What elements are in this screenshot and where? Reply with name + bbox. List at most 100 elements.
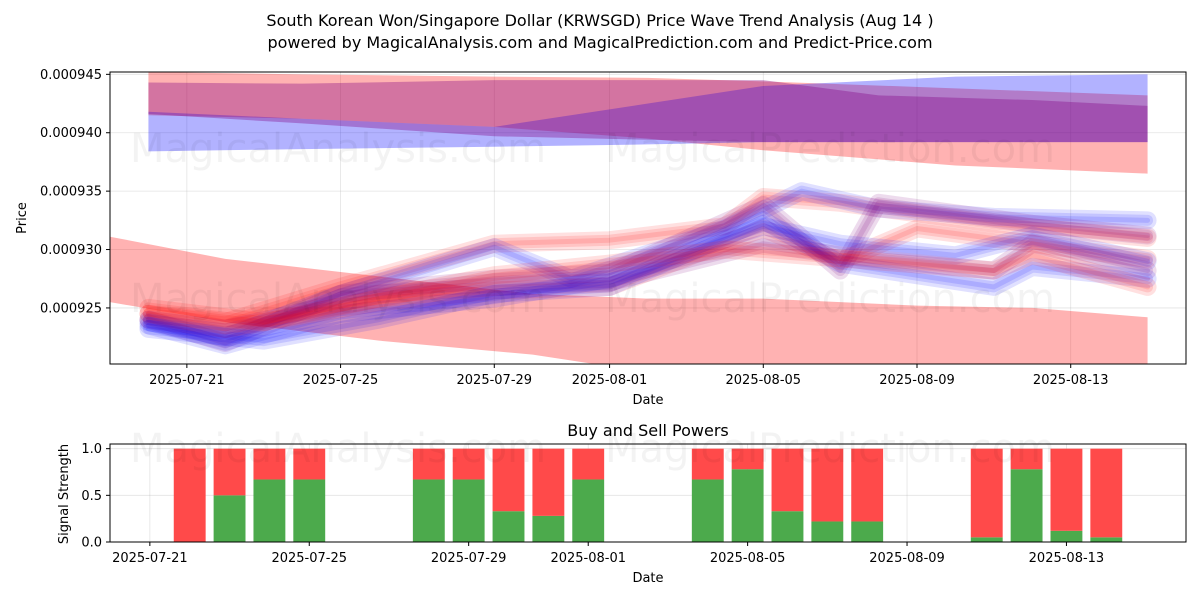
buy-sell-chart-panel: Buy and Sell Powers MagicalAnalysis.com … [57,421,1187,586]
buy-sell-y-tick-label: 0.5 [81,489,102,504]
buy-sell-watermark-right: MagicalPrediction.com [605,426,1055,472]
sell-bar [970,448,1003,538]
buy-sell-y-axis: 0.0 0.5 1.0 [81,442,110,551]
price-wave-line-6-layer-0 [139,211,1157,350]
buy-sell-x-tick-label: 2025-08-01 [550,551,626,566]
price-wave-line-4-layer-0 [139,217,1157,355]
price-wave-line-6-layer-2 [145,217,1151,344]
buy-bar [293,479,326,542]
figure-title: South Korean Won/Singapore Dollar (KRWSG… [266,11,933,30]
sell-bar [1010,448,1043,470]
price-y-axis-label: Price [15,202,30,234]
price-wave-line-3-layer-0 [139,219,1157,338]
price-y-tick-label: 0.000945 [40,68,102,83]
price-wave-line-4-layer-1 [142,220,1154,351]
price-wave-line-5-layer-1 [142,238,1154,335]
buy-bar [771,511,804,542]
buy-bar [1050,530,1083,542]
price-trend-bands [110,72,1148,364]
sell-bar [691,448,724,480]
price-wave-line-3-layer-2 [145,226,1151,332]
buy-sell-y-tick-label: 1.0 [81,442,102,457]
buy-sell-plot-background [110,444,1186,542]
sell-bar [731,448,764,470]
price-wave-line-2-layer-0 [139,193,1157,352]
buy-sell-x-tick-label: 2025-08-09 [869,551,945,566]
price-wave-line-1-layer-2 [145,188,1151,340]
buy-bar [1090,537,1123,542]
price-x-tick-label: 2025-07-29 [457,373,533,388]
buy-bar [492,511,525,542]
price-wave-line-7-layer-2 [145,247,1151,325]
buy-bar [253,479,286,542]
price-gridlines [110,72,1186,364]
buy-sell-x-tick-label: 2025-08-05 [710,551,786,566]
buy-sell-x-tick-label: 2025-07-21 [112,551,188,566]
price-wave-line-0-layer-1 [142,191,1154,328]
price-watermark-left-2: MagicalAnalysis.com [130,276,546,322]
price-y-tick-label: 0.000940 [40,126,102,141]
price-wave-lines [139,182,1157,355]
buy-sell-x-axis: 2025-07-21 2025-07-25 2025-07-29 2025-08-01… [112,542,1104,566]
buy-sell-watermark-left: MagicalAnalysis.com [130,426,546,472]
price-wave-line-0-layer-0 [139,187,1157,331]
sell-bar [1050,448,1083,531]
price-y-tick-label: 0.000930 [40,243,102,258]
sell-bar [851,448,884,522]
sell-bar [771,448,804,512]
price-wave-line-5-layer-2 [145,241,1151,332]
price-band-1 [148,74,1148,152]
buy-bar [731,469,764,542]
sell-bar [213,448,246,496]
buy-bar [532,515,565,542]
buy-bar [452,479,485,542]
price-x-axis: 2025-07-21 2025-07-25 2025-07-29 2025-08-01… [149,364,1108,388]
price-wave-line-6-layer-1 [142,214,1154,347]
buy-bar [970,537,1003,542]
price-band-0 [148,72,1148,174]
price-wave-line-5-layer-0 [139,234,1157,338]
price-wave-line-2-layer-1 [142,197,1154,349]
sell-bar [811,448,844,522]
figure-subtitle: powered by MagicalAnalysis.com and Magic… [267,33,932,52]
price-wave-line-1-layer-0 [139,182,1157,347]
sell-bar [293,448,326,480]
price-plot-frame [109,71,1187,365]
price-wave-line-1-layer-1 [142,185,1154,343]
price-y-tick-label: 0.000935 [40,185,102,200]
price-x-tick-label: 2025-08-09 [879,373,955,388]
sell-bar [492,448,525,512]
price-x-tick-label: 2025-08-05 [726,373,802,388]
buy-sell-x-tick-label: 2025-07-25 [271,551,347,566]
buy-bar [811,521,844,542]
sell-bar [253,448,286,480]
buy-sell-x-tick-label: 2025-08-13 [1029,551,1105,566]
price-x-tick-label: 2025-07-21 [149,373,225,388]
price-x-tick-label: 2025-08-13 [1033,373,1109,388]
price-y-tick-label: 0.000925 [40,301,102,316]
price-wave-line-0-layer-2 [145,194,1151,325]
sell-bar [1090,448,1123,538]
price-plot-background [110,72,1186,364]
buy-bar [412,479,445,542]
price-watermark-right-2: MagicalPrediction.com [605,276,1055,322]
buy-sell-y-axis-label: Signal Strength [57,444,72,544]
price-y-axis: 0.000925 0.000930 0.000935 0.000940 0.000945 [40,68,110,316]
price-wave-line-7-layer-1 [142,244,1154,328]
sell-bar [412,448,445,480]
buy-sell-bars [173,448,1123,542]
buy-sell-x-tick-label: 2025-07-29 [431,551,507,566]
price-wave-line-4-layer-2 [145,223,1151,348]
price-wave-line-2-layer-2 [145,200,1151,346]
price-watermark-left: MagicalAnalysis.com [130,126,546,172]
buy-bar [572,479,605,542]
buy-bar [691,479,724,542]
buy-bar [1010,469,1043,542]
sell-bar [452,448,485,480]
sell-bar [173,448,206,542]
price-band-2 [148,80,1148,143]
price-chart-panel: MagicalAnalysis.com MagicalPrediction.co… [15,68,1187,408]
sell-bar [572,448,605,480]
buy-sell-title: Buy and Sell Powers [567,421,729,440]
